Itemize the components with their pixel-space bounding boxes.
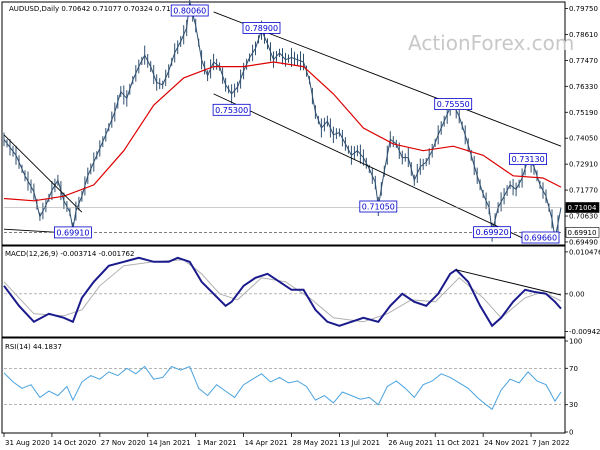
rsi-panel-frame	[1, 337, 566, 434]
x-tick-label: 26 Aug 2021	[388, 439, 433, 447]
level-label-box	[170, 4, 209, 17]
rsi-layer	[3, 365, 562, 411]
price-y-tick-label: 0.76330	[569, 83, 598, 91]
price-y-tick-label: 0.70630	[569, 213, 598, 221]
level-label: 0.71050	[362, 203, 395, 212]
price-panel-title: AUDUSD,Daily 0.70642 0.71077 0.70324 0.7…	[9, 5, 184, 13]
x-tick-label: 14 Jan 2021	[149, 439, 191, 447]
trendline	[3, 134, 83, 213]
rsi-y-tick-label: 70	[569, 365, 578, 373]
trendline	[213, 11, 562, 147]
macd-signal-line	[3, 259, 562, 323]
x-tick-label: 27 Nov 2020	[101, 439, 146, 447]
rsi-panel-title: RSI(14) 44.1837	[5, 343, 62, 351]
price-y-tick-label: 0.79750	[569, 5, 598, 13]
level-label: 0.69910	[56, 228, 89, 237]
level-label-box	[473, 226, 512, 239]
price-y-tick-label: 0.71770	[569, 187, 598, 195]
macd-layer	[3, 256, 562, 328]
x-tick-label: 14 Oct 2020	[53, 439, 96, 447]
macd-y-tick-label: 0.010476	[569, 248, 600, 256]
price-y-tick-label: 0.77470	[569, 57, 598, 65]
support-price-box	[565, 227, 600, 238]
price-y-tick-label: 0.74050	[569, 135, 598, 143]
x-tick-label: 24 Nov 2021	[484, 439, 529, 447]
level-label: 0.73130	[512, 155, 545, 164]
macd-panel-title: MACD(12,26,9) -0.003714 -0.001762	[5, 250, 134, 258]
moving-average-line	[3, 61, 562, 202]
level-label: 0.69920	[476, 228, 509, 237]
level-label: 0.75550	[437, 100, 470, 109]
level-label-box	[521, 231, 560, 244]
price-y-tick-label: 0.75190	[569, 109, 598, 117]
macd-y-tick-label: 0.00	[569, 290, 585, 298]
macd-line	[3, 256, 562, 328]
rsi-line	[3, 365, 562, 411]
price-layer: 0.80060 0.78900 0.75300 0.75550 0.73130 0.710…	[3, 0, 562, 244]
axes-layer: 0.79750 0.78610 0.77470 0.76330 0.75190 0.740…	[3, 5, 600, 447]
current-price-box	[565, 202, 600, 213]
watermark: ActionForex.com	[408, 31, 574, 55]
price-line	[3, 1, 562, 239]
level-label: 0.78900	[245, 24, 278, 33]
support-price-label: 0.69910	[568, 229, 597, 237]
rsi-y-tick-label: 30	[569, 401, 578, 409]
x-tick-label: 7 Jan 2022	[532, 439, 570, 447]
macd-y-tick-label: -0.009426	[569, 328, 600, 336]
x-tick-label: 13 Jul 2021	[340, 439, 380, 447]
level-label: 0.69660	[524, 234, 557, 243]
level-label-box	[54, 226, 92, 239]
level-label-box	[359, 200, 398, 213]
level-label-box	[242, 21, 281, 34]
level-label-box	[434, 98, 473, 110]
x-tick-label: 31 Aug 2020	[5, 439, 50, 447]
x-tick-label: 11 Oct 2021	[436, 439, 479, 447]
price-y-tick-label: 0.69490	[569, 239, 598, 247]
price-y-tick-label: 0.78610	[569, 31, 598, 39]
level-label: 0.75300	[215, 106, 248, 115]
macd-trendline	[456, 269, 562, 296]
trendline	[213, 93, 529, 241]
rsi-y-tick-label: 100	[569, 338, 582, 346]
level-label-box	[509, 153, 548, 166]
current-price-label: 0.71004	[568, 204, 597, 212]
price-panel-frame	[1, 1, 566, 246]
x-tick-label: 14 Apr 2021	[245, 439, 288, 447]
level-label-box	[212, 103, 251, 116]
x-tick-label: 28 May 2021	[293, 439, 339, 447]
x-tick-label: 1 Mar 2021	[197, 439, 237, 447]
price-y-tick-label: 0.72910	[569, 161, 598, 169]
macd-panel-frame	[1, 245, 566, 338]
level-label: 0.80060	[173, 7, 206, 16]
rsi-y-tick-label: 0	[569, 429, 573, 437]
